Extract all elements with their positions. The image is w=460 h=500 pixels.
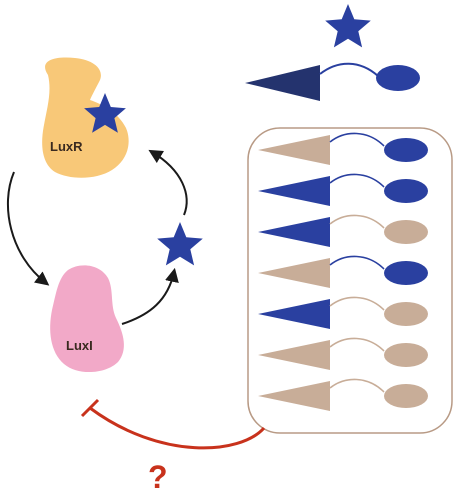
luxr-label: LuxR (50, 139, 83, 154)
luxi-protein: LuxI (50, 265, 124, 373)
cell-row (258, 173, 428, 206)
cell-triangle (258, 381, 330, 411)
cell-oval (384, 179, 428, 203)
cell-row (258, 296, 428, 329)
cell-triangle (258, 217, 330, 247)
arrow-luxi-to-star (121, 267, 179, 325)
lone-tether (319, 62, 379, 77)
cell-oval (384, 384, 428, 408)
cell-tether (329, 296, 385, 311)
cell-oval (384, 220, 428, 244)
cell-oval (384, 343, 428, 367)
arrow-luxr-to-luxi (7, 171, 50, 286)
cell-row (258, 214, 428, 247)
cell-oval (384, 302, 428, 326)
star-icon-free (157, 222, 203, 266)
cell-triangle (258, 340, 330, 370)
lone-oval (376, 65, 420, 91)
cell-triangle (258, 258, 330, 288)
lone-triangle (245, 65, 320, 101)
cell-oval (384, 138, 428, 162)
cell-tether (329, 132, 385, 147)
luxr-blob (42, 57, 129, 178)
luxr-protein: LuxR (42, 57, 129, 178)
question-mark: ? (148, 459, 168, 495)
lone-molecule (245, 62, 420, 101)
cell-triangle (258, 299, 330, 329)
cell-row (258, 378, 428, 411)
cell-tether (329, 255, 385, 270)
cell-population-box (247, 127, 453, 434)
cell-triangle (258, 135, 330, 165)
inhibition-curve (89, 406, 266, 450)
cell-tether (329, 337, 385, 352)
cell-tether (329, 173, 385, 188)
luxi-label: LuxI (66, 338, 93, 353)
cell-tether (329, 378, 385, 393)
star-icon-on-luxr (84, 93, 126, 133)
cell-triangle (258, 176, 330, 206)
cell-row (258, 255, 428, 288)
cell-tether (329, 214, 385, 229)
arrow-star-to-luxr (148, 149, 188, 216)
inhibition-bar (80, 398, 100, 418)
luxi-blob (50, 265, 124, 373)
star-icon-top (325, 4, 371, 48)
cell-rows (258, 132, 428, 411)
cell-row (258, 132, 428, 165)
cell-row (258, 337, 428, 370)
cell-oval (384, 261, 428, 285)
